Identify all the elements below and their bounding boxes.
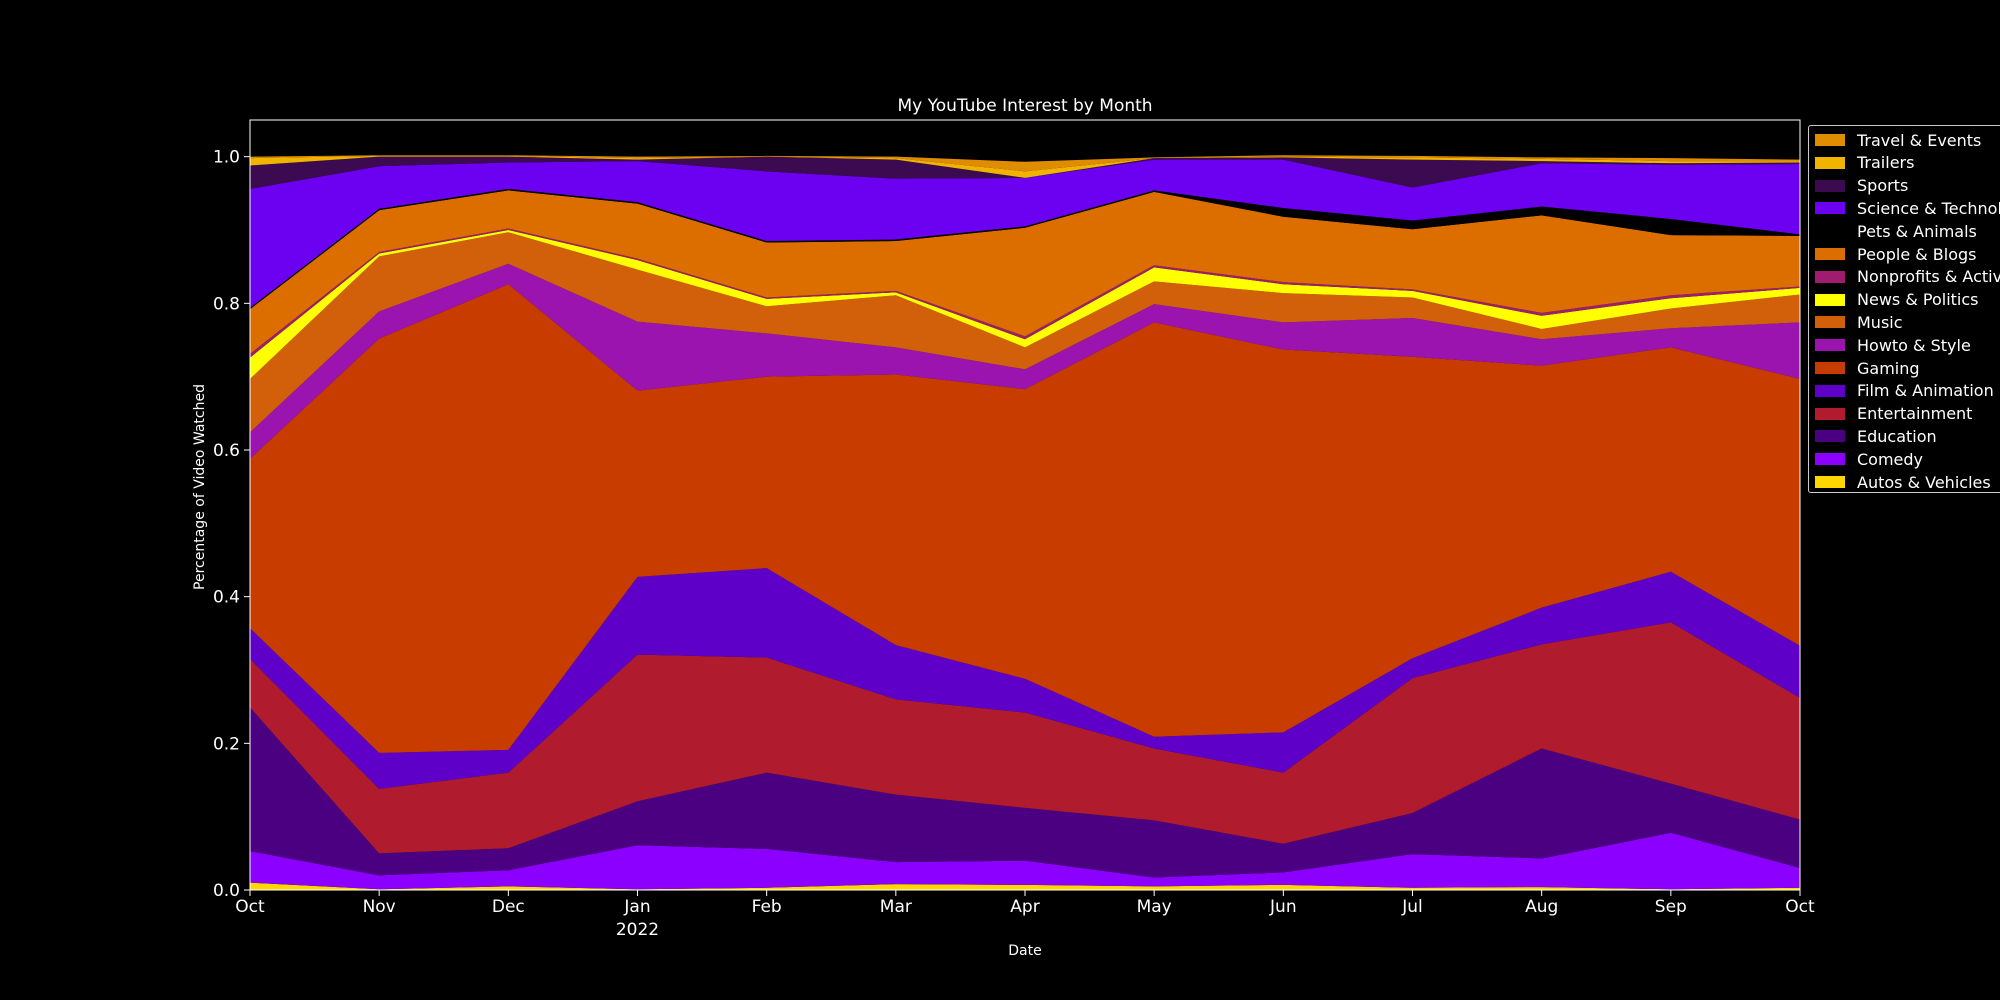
x-tick-label: Jul [1401,897,1423,917]
legend-label: Comedy [1857,449,1924,469]
x-tick-label: Aug [1525,897,1558,917]
x-tick-label: May [1137,897,1172,917]
legend-item-trailers: Trailers [1815,153,1914,173]
legend-item-music: Music [1815,312,1903,332]
area-autos-and-vehicles [250,882,1800,890]
legend-swatch [1815,156,1845,169]
legend-swatch [1815,293,1845,306]
legend-item-pets-and-animals: Pets & Animals [1815,221,1977,241]
area-trailers [250,155,1800,178]
area-travel-and-events [250,155,1800,172]
y-axis-label: Percentage of Video Watched [192,384,208,590]
area-layers [250,155,1800,890]
x-tick-label: Sep [1655,897,1687,917]
legend-item-education: Education [1815,426,1937,446]
legend-swatch [1815,248,1845,260]
legend-label: Education [1857,426,1937,446]
legend: Travel & Events Trailers Sports Science & T… [1808,125,2000,493]
legend-item-news-and-politics: News & Politics [1815,290,1979,310]
legend-swatch [1815,453,1845,466]
area-gaming [250,284,1800,753]
x-tick-label: Dec [492,897,525,917]
x-tick-label: Jan [623,897,650,917]
legend-swatch [1815,476,1845,488]
y-axis: 0.0 0.2 0.4 0.6 0.8 1.0 [213,148,250,901]
legend-label: News & Politics [1857,290,1979,310]
legend-label: Film & Animation [1857,381,1994,401]
y-tick-label: 0.4 [213,588,240,608]
x-tick-label: Apr [1010,897,1039,917]
legend-label: Howto & Style [1857,335,1971,355]
area-news-and-politics [250,230,1800,379]
legend-label: Sports [1857,176,1909,196]
x-axis-label: Date [1008,943,1041,959]
legend-label: People & Blogs [1857,244,1977,264]
legend-swatch [1815,407,1845,420]
legend-label: Science & Technology [1857,198,2000,218]
legend-label: Gaming [1857,358,1920,378]
area-science-and-technology [250,159,1800,308]
area-people-and-blogs [250,190,1800,354]
legend-label: Nonprofits & Activism [1857,267,2000,287]
legend-label: Entertainment [1857,404,1973,424]
area-sports [250,156,1800,189]
y-tick-label: 0.0 [213,881,240,901]
legend-swatch [1815,134,1845,146]
legend-swatch [1815,225,1845,238]
x-tick-label: Nov [363,897,396,917]
legend-item-science-and-technology: Science & Technology [1815,198,2000,218]
legend-item-nonprofits-and-activism: Nonprofits & Activism [1815,267,2000,287]
area-comedy [250,832,1800,890]
legend-swatch [1815,362,1845,374]
x-tick-label: Jun [1269,897,1297,917]
legend-item-comedy: Comedy [1815,449,1923,469]
x-axis: Oct Nov Dec Jan 2022 Feb Mar Apr May Jun Jul Aug Sep… [235,890,1815,940]
legend-label: Autos & Vehicles [1857,472,1991,492]
legend-swatch [1815,270,1845,283]
legend-label: Pets & Animals [1857,221,1977,241]
area-entertainment [250,622,1800,854]
y-tick-label: 0.6 [213,441,240,461]
legend-swatch [1815,202,1845,215]
x-tick-label: Mar [880,897,912,917]
legend-item-sports: Sports [1815,176,1908,196]
legend-item-howto-and-style: Howto & Style [1815,335,1971,355]
legend-swatch [1815,316,1845,329]
legend-label: Music [1857,312,1903,332]
x-tick-label: Oct [235,897,265,917]
legend-swatch [1815,179,1845,192]
area-film-and-animation [250,568,1800,789]
x-tick-label: Feb [752,897,782,917]
y-tick-label: 1.0 [213,148,240,168]
legend-label: Travel & Events [1857,130,1982,150]
y-tick-label: 0.2 [213,734,240,754]
area-howto-and-style [250,263,1800,459]
legend-item-people-and-blogs: People & Blogs [1815,244,1977,264]
legend-item-autos-and-vehicles: Autos & Vehicles [1815,472,1991,492]
chart-title: My YouTube Interest by Month [897,96,1152,116]
legend-item-film-and-animation: Film & Animation [1815,381,1994,401]
x-tick-sublabel: 2022 [616,920,659,940]
area-music [250,232,1800,433]
legend-label: Trailers [1857,153,1915,173]
legend-swatch [1815,339,1845,352]
legend-item-travel-and-events: Travel & Events [1815,130,1981,150]
y-tick-label: 0.8 [213,294,240,314]
legend-swatch [1815,384,1845,397]
area-education [250,707,1800,878]
legend-item-gaming: Gaming [1815,358,1920,378]
x-tick-label: Oct [1785,897,1815,917]
legend-swatch [1815,430,1845,443]
legend-item-entertainment: Entertainment [1815,404,1972,424]
